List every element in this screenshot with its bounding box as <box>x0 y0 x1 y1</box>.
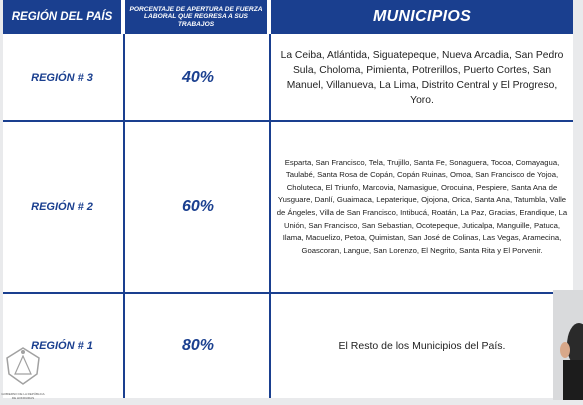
row-region-2-percent: 60% <box>181 198 215 215</box>
column-divider <box>269 34 271 398</box>
row-region-1-municipalities: El Resto de los Municipios del País. <box>338 340 506 352</box>
row-divider <box>3 292 573 294</box>
column-divider <box>123 34 125 398</box>
row-region-1-percent: 80% <box>181 337 215 354</box>
row-region-3-municipalities: La Ceiba, Atlántida, Siguatepeque, Nueva… <box>280 50 564 106</box>
header-percent: PORCENTAJE DE APERTURA DE FUERZA LABORAL… <box>125 0 267 34</box>
header-region: REGIÓN DEL PAÍS <box>3 0 121 34</box>
row-region-1-label: REGIÓN # 1 <box>31 340 93 352</box>
sign-language-interpreter-inset <box>553 290 583 400</box>
municipios-table: REGIÓN DEL PAÍS PORCENTAJE DE APERTURA D… <box>3 0 573 398</box>
row-region-2-municipalities: Esparta, San Francisco, Tela, Trujillo, … <box>276 157 568 255</box>
row-region-3-label: REGIÓN # 3 <box>31 72 93 84</box>
header-municipalities: MUNICIPIOS <box>271 0 573 34</box>
seal-caption: GOBIERNO DE LA REPÚBLICA DE HONDURAS <box>1 392 45 400</box>
row-region-2-label: REGIÓN # 2 <box>31 201 93 213</box>
row-divider <box>3 120 573 122</box>
government-seal-icon <box>6 347 40 385</box>
row-region-3-percent: 40% <box>181 69 215 86</box>
interpreter-figure-icon <box>560 323 583 400</box>
